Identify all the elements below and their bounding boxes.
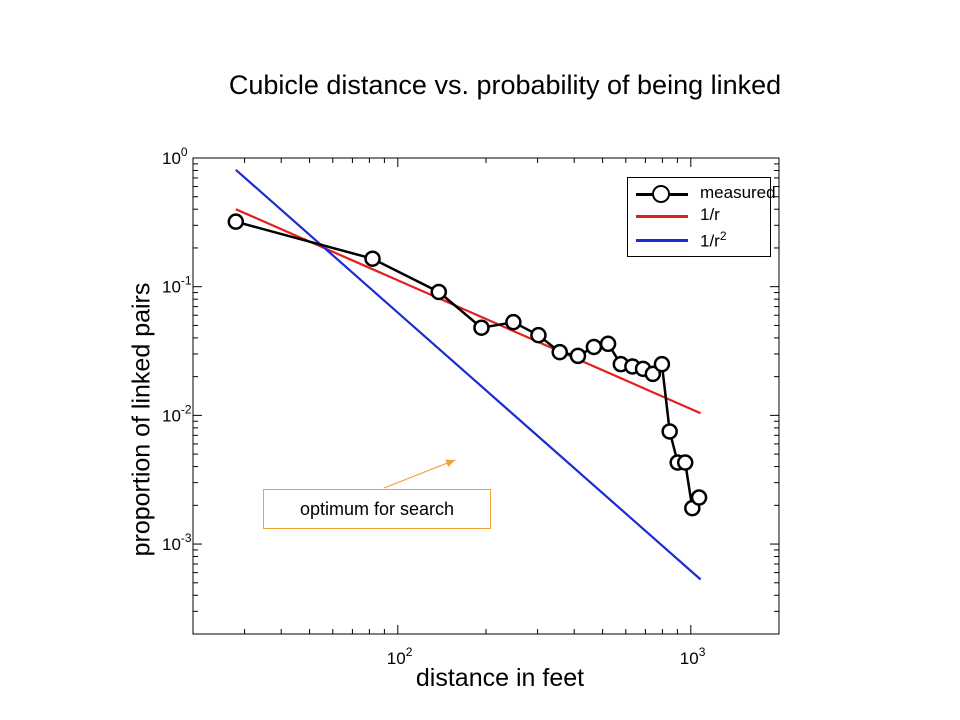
legend-label-superscript: 2 xyxy=(719,229,727,243)
data-point xyxy=(676,454,694,471)
annotation-arrowhead xyxy=(445,459,456,468)
legend-swatch-1-over-r xyxy=(636,215,688,218)
y-tick-label: 10-1 xyxy=(162,274,192,297)
legend-swatch-1-over-r-squared xyxy=(636,239,688,242)
data-point xyxy=(653,355,671,373)
y-tick-label: 10-2 xyxy=(162,402,192,425)
x-tick-label: 102 xyxy=(387,645,413,668)
data-point xyxy=(227,213,245,230)
minor-ticks xyxy=(192,157,780,635)
series-layer xyxy=(227,168,708,581)
data-point xyxy=(364,250,381,267)
legend-label-1-over-r-squared-base: 1/r xyxy=(700,231,720,251)
legend-item-measured: measured xyxy=(628,183,776,205)
data-point xyxy=(661,423,678,440)
legend: measured 1/r 1/r2 xyxy=(627,177,776,257)
slide-title: Cubicle distance vs. probability of bein… xyxy=(228,70,782,100)
x-axis-label: distance in feet xyxy=(415,664,585,692)
data-point xyxy=(690,489,708,506)
y-tick-label: 10-3 xyxy=(162,531,192,554)
legend-label-measured: measured xyxy=(700,183,776,202)
annotation-layer xyxy=(383,459,456,489)
data-point xyxy=(530,326,547,344)
data-point xyxy=(551,343,568,361)
legend-item-1-over-r: 1/r xyxy=(628,205,772,227)
data-point xyxy=(569,347,587,365)
data-point xyxy=(430,283,448,301)
data-point xyxy=(473,319,490,336)
legend-marker-circle xyxy=(652,185,670,203)
y-axis-label: proportion of linked pairs xyxy=(127,282,156,557)
data-point xyxy=(644,365,662,383)
y-tick-label: 100 xyxy=(162,145,188,168)
tick-labels: 102 103 100 10-1 10-2 10-3 xyxy=(162,145,706,668)
data-point xyxy=(585,338,603,356)
legend-label-1-over-r-squared: 1/r2 xyxy=(700,229,727,252)
annotation-arrow-line xyxy=(383,459,456,489)
x-tick-label: 103 xyxy=(680,645,706,668)
legend-item-1-over-r-squared: 1/r2 xyxy=(628,229,772,251)
data-point xyxy=(505,313,522,331)
series-line-2 xyxy=(235,168,702,581)
data-point xyxy=(599,335,617,353)
legend-label-1-over-r: 1/r xyxy=(700,205,720,224)
annotation-box: optimum for search xyxy=(263,489,491,529)
